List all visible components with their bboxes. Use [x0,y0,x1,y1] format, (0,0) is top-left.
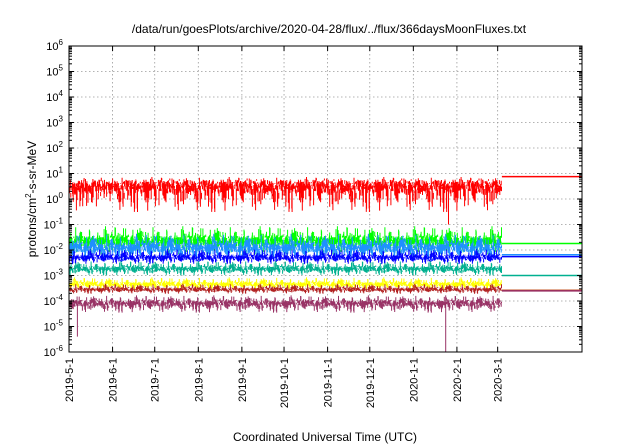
y-tick-marks [69,45,582,353]
y-tick-label: 10-3 [44,268,64,283]
y-tick-label: 106 [46,38,63,53]
y-tick-label: 10-4 [44,293,64,308]
x-tick-label: 2020-3-1 [493,358,505,402]
x-axis-label: Coordinated Universal Time (UTC) [233,430,417,444]
y-tick-label: 105 [46,64,63,79]
y-tick-label: 10-1 [44,217,64,232]
series-group [68,175,582,352]
y-tick-label: 102 [46,140,63,155]
x-tick-label: 2019-12-1 [365,358,377,408]
x-tick-label: 2019-9-1 [237,358,249,402]
y-axis-label: protons/cm2-s-sr-MeV [24,141,39,257]
series-7-trace [68,295,502,352]
x-tick-label: 2019-7-1 [150,358,162,402]
x-tick-label: 2020-1-1 [408,358,420,402]
y-tick-label: 103 [46,115,63,130]
x-tick-label: 2019-6-1 [108,358,120,402]
y-tick-label: 104 [46,89,63,104]
y-tick-label: 100 [46,191,63,206]
x-tick-marks [68,46,499,352]
x-tick-label: 2019-10-1 [279,358,291,408]
x-tick-label: 2019-5-1 [64,358,76,402]
x-tick-label: 2020-2-1 [452,358,464,402]
series-0-trace [68,177,502,225]
y-tick-label: 10-2 [44,242,64,257]
y-tick-label: 10-5 [44,319,64,334]
y-tick-labels: 10-6 10-5 10-4 10-3 10-2 10-1 100 101 102 103 104 1… [44,38,64,359]
chart-title: /data/run/goesPlots/archive/2020-04-28/f… [132,22,527,36]
x-tick-label: 2019-11-1 [323,358,335,407]
x-tick-label: 2019-8-1 [193,358,205,402]
y-tick-label: 10-6 [44,344,64,359]
series-4-trace [68,261,502,276]
y-tick-label: 101 [46,166,63,181]
x-tick-labels: 2019-5-1 2019-6-1 2019-7-1 2019-8-1 2019-9-1… [64,358,505,408]
